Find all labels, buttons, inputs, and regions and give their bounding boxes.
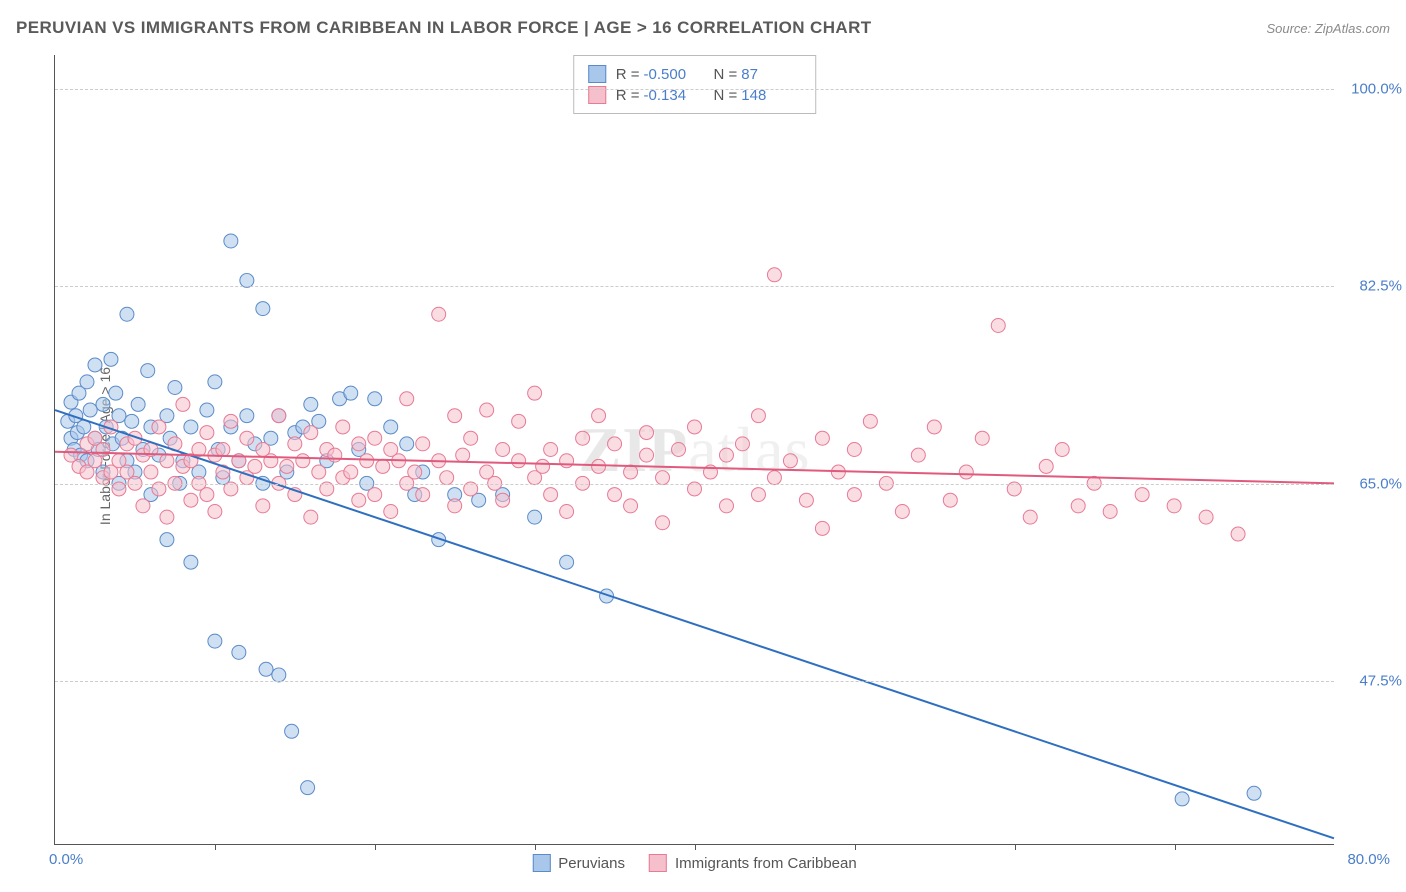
x-tick-mark bbox=[535, 844, 536, 850]
y-tick-label: 82.5% bbox=[1340, 278, 1402, 295]
x-tick-mark bbox=[1175, 844, 1176, 850]
x-tick-mark bbox=[855, 844, 856, 850]
swatch-peruvians bbox=[588, 65, 606, 83]
y-tick-label: 100.0% bbox=[1340, 80, 1402, 97]
y-tick-label: 47.5% bbox=[1340, 673, 1402, 690]
legend-swatch-caribbean bbox=[649, 854, 667, 872]
n-value-peruvians: 87 bbox=[741, 66, 801, 83]
x-tick-mark bbox=[1015, 844, 1016, 850]
x-label-right: 80.0% bbox=[1347, 851, 1390, 868]
chart-title: PERUVIAN VS IMMIGRANTS FROM CARIBBEAN IN… bbox=[16, 18, 872, 38]
bottom-legend: Peruvians Immigrants from Caribbean bbox=[532, 854, 856, 872]
x-tick-mark bbox=[375, 844, 376, 850]
gridline bbox=[55, 89, 1334, 90]
legend-swatch-peruvians bbox=[532, 854, 550, 872]
x-label-left: 0.0% bbox=[49, 851, 83, 868]
source-label: Source: ZipAtlas.com bbox=[1266, 21, 1390, 36]
x-tick-mark bbox=[215, 844, 216, 850]
title-row: PERUVIAN VS IMMIGRANTS FROM CARIBBEAN IN… bbox=[16, 18, 1390, 38]
stats-row-peruvians: R =-0.500 N =87 bbox=[588, 65, 802, 83]
gridline bbox=[55, 484, 1334, 485]
stats-legend-box: R =-0.500 N =87 R =-0.134 N =148 bbox=[573, 55, 817, 114]
y-tick-label: 65.0% bbox=[1340, 475, 1402, 492]
gridline bbox=[55, 286, 1334, 287]
legend-item-caribbean: Immigrants from Caribbean bbox=[649, 854, 857, 872]
legend-item-peruvians: Peruvians bbox=[532, 854, 625, 872]
legend-label-caribbean: Immigrants from Caribbean bbox=[675, 855, 857, 872]
r-value-peruvians: -0.500 bbox=[644, 66, 704, 83]
gridline bbox=[55, 681, 1334, 682]
chart-svg bbox=[55, 55, 1334, 844]
plot-area: ZIPatlas R =-0.500 N =87 R =-0.134 N =14… bbox=[54, 55, 1334, 845]
x-tick-mark bbox=[695, 844, 696, 850]
legend-label-peruvians: Peruvians bbox=[558, 855, 625, 872]
